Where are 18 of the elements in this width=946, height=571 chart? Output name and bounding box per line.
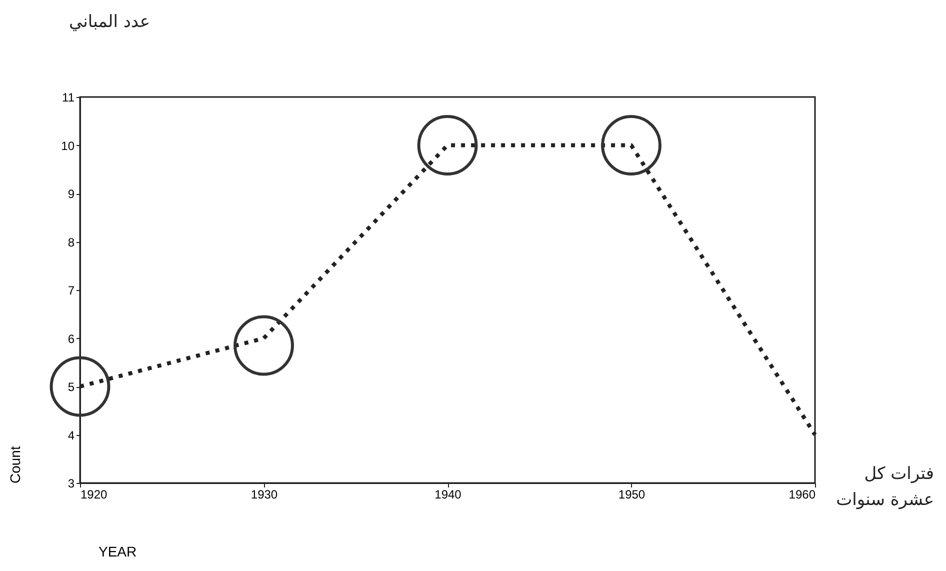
y-tick-label: 8 — [68, 235, 75, 250]
x-tick-label: 1960 — [788, 488, 816, 502]
x-tick-label: 1930 — [250, 488, 278, 502]
text: فترات كل عشرة سنوات — [835, 463, 934, 512]
y-tick-label: 9 — [68, 187, 75, 201]
y-tick-label: 6 — [68, 332, 75, 346]
y-axis-title: Count — [7, 446, 24, 484]
text: عدد المباني — [68, 12, 150, 32]
y-tick-label: 11 — [62, 90, 75, 104]
x-axis-title: YEAR — [98, 544, 137, 560]
y-tick-label: 4 — [68, 428, 75, 442]
y-tick-label: 3 — [68, 476, 75, 490]
x-tick-label: 1940 — [434, 488, 462, 502]
y-tick-label: 10 — [61, 138, 75, 153]
x-tick-label: 1950 — [618, 488, 646, 502]
x-tick-label: 1920 — [80, 488, 108, 502]
y-tick-label: 5 — [68, 380, 75, 394]
y-tick-label: 7 — [68, 284, 75, 298]
